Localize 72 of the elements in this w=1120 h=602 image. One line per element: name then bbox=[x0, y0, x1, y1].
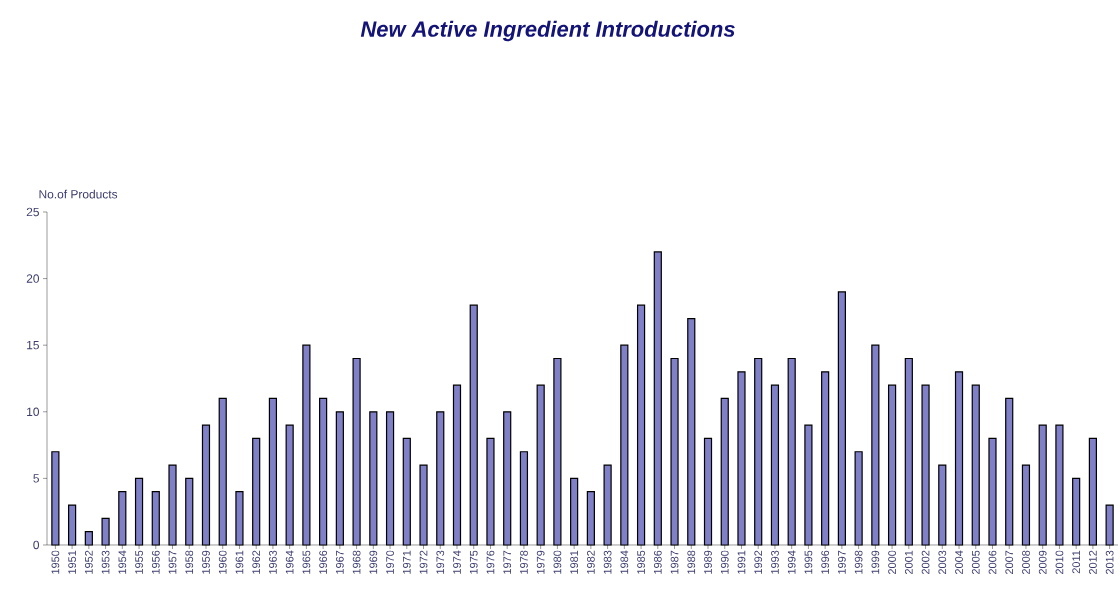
x-tick-label: 1958 bbox=[185, 550, 194, 574]
x-tick-label: 1962 bbox=[252, 550, 261, 574]
x-tick-label: 1966 bbox=[319, 550, 328, 574]
y-axis-title: No.of Products bbox=[39, 189, 118, 199]
x-tick-label: 1985 bbox=[637, 550, 645, 574]
x-tick-label: 1972 bbox=[419, 550, 428, 574]
x-tick-label: 1950 bbox=[51, 550, 60, 574]
x-tick-label: 1990 bbox=[720, 550, 729, 574]
x-tick-label: 1968 bbox=[352, 550, 361, 574]
x-tick-label: 1984 bbox=[620, 550, 629, 574]
x-tick-label: 1994 bbox=[787, 550, 796, 574]
x-tick-label: 1981 bbox=[570, 550, 579, 574]
x-tick-label: 1995 bbox=[804, 550, 813, 574]
chart-title: New Active Ingredient Introductions bbox=[360, 20, 735, 42]
x-tick-label: 1992 bbox=[754, 550, 763, 574]
x-tick-label: 2007 bbox=[1005, 550, 1014, 575]
x-tick-label: 1970 bbox=[386, 550, 394, 574]
x-tick-label: 1986 bbox=[653, 550, 662, 574]
x-tick-label: 1956 bbox=[151, 550, 160, 574]
x-tick-label: 2005 bbox=[971, 550, 980, 575]
x-tick-label: 2004 bbox=[955, 550, 963, 575]
x-tick-label: 2003 bbox=[938, 550, 947, 575]
y-tick-label: 0 bbox=[33, 540, 40, 550]
x-tick-label: 1959 bbox=[202, 550, 210, 574]
x-tick-label: 2006 bbox=[988, 550, 997, 575]
x-tick-label: 1999 bbox=[871, 550, 880, 574]
x-tick-label: 1987 bbox=[670, 550, 679, 574]
x-tick-label: 2010 bbox=[1055, 550, 1064, 575]
x-tick-label: 1963 bbox=[269, 550, 277, 574]
x-tick-label: 1993 bbox=[771, 550, 779, 574]
x-tick-label: 2008 bbox=[1022, 550, 1030, 575]
x-tick-label: 1978 bbox=[520, 550, 528, 574]
x-tick-label: 2013 bbox=[1105, 550, 1114, 575]
x-tick-label: 1997 bbox=[838, 550, 846, 574]
x-tick-label: 1991 bbox=[737, 550, 746, 574]
x-tick-label: 1996 bbox=[821, 550, 830, 574]
y-tick-label: 15 bbox=[27, 341, 39, 350]
x-tick-label: 1974 bbox=[453, 550, 461, 574]
x-tick-label: 1964 bbox=[285, 550, 294, 574]
x-tick-label: 1953 bbox=[101, 550, 110, 574]
x-tick-label: 1971 bbox=[402, 550, 411, 574]
x-tick-label: 1975 bbox=[469, 550, 478, 574]
x-tick-label: 1967 bbox=[335, 550, 344, 574]
x-tick-label: 1982 bbox=[587, 550, 595, 574]
x-tick-label: 1988 bbox=[687, 550, 696, 574]
x-tick-label: 2012 bbox=[1089, 550, 1097, 575]
x-tick-label: 1998 bbox=[854, 550, 863, 574]
x-tick-label: 1973 bbox=[436, 550, 445, 574]
x-tick-label: 2000 bbox=[888, 550, 896, 575]
x-tick-label: 1955 bbox=[135, 550, 143, 574]
x-tick-label: 1976 bbox=[486, 550, 495, 574]
y-tick-label: 10 bbox=[27, 407, 40, 417]
x-tick-label: 1979 bbox=[536, 550, 545, 574]
x-tick-label: 1977 bbox=[503, 550, 512, 574]
y-tick-label: 5 bbox=[33, 474, 39, 483]
x-tick-label: 2009 bbox=[1038, 550, 1047, 575]
x-tick-label: 2011 bbox=[1072, 550, 1081, 574]
x-tick-label: 1951 bbox=[68, 550, 76, 574]
x-tick-label: 2002 bbox=[921, 550, 930, 575]
x-tick-label: 1969 bbox=[369, 550, 378, 574]
y-tick-label: 25 bbox=[26, 207, 39, 217]
x-tick-label: 1961 bbox=[235, 550, 244, 574]
y-tick-label: 20 bbox=[26, 274, 40, 283]
x-tick-label: 1960 bbox=[218, 550, 227, 574]
x-tick-label: 1952 bbox=[84, 550, 93, 574]
x-tick-label: 1965 bbox=[302, 550, 311, 574]
x-tick-label: 1983 bbox=[603, 550, 612, 574]
x-tick-label: 1989 bbox=[704, 550, 712, 574]
x-tick-label: 1957 bbox=[168, 550, 177, 574]
x-tick-label: 1980 bbox=[553, 550, 562, 574]
x-tick-label: 2001 bbox=[904, 550, 913, 575]
x-tick-label: 1954 bbox=[118, 550, 127, 574]
